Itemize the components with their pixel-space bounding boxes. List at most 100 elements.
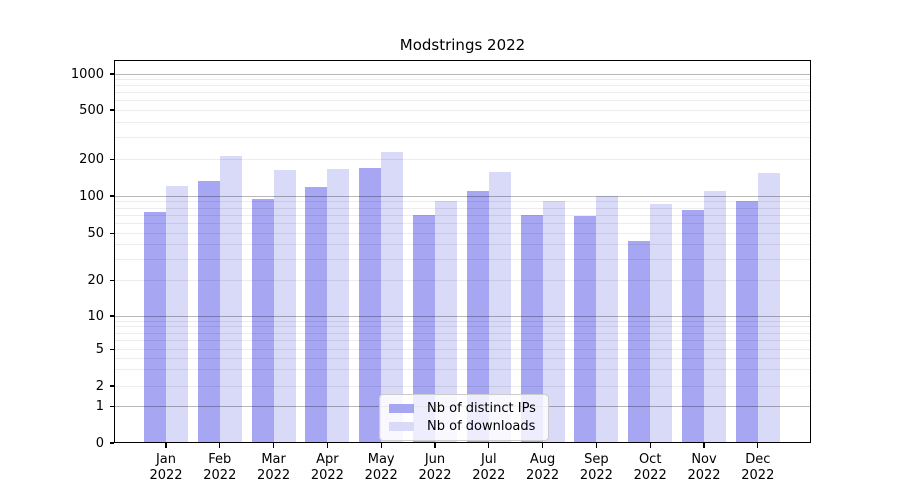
gridline-minor-20: [114, 280, 811, 281]
y-tick-mark-1: [109, 405, 114, 408]
y-axis-line: [114, 60, 116, 443]
x-tick-mark-nov: [703, 443, 705, 448]
gridline-minor-70: [114, 214, 811, 216]
gridline-minor-3: [114, 369, 811, 371]
bar-nb-of-distinct-ips-oct: [628, 241, 651, 442]
y-tick-label-5: 5: [95, 342, 104, 357]
x-tick-mark-jun: [434, 443, 436, 448]
x-tick-mark-oct: [649, 443, 651, 448]
y-tick-mark-0: [109, 442, 114, 444]
y-tick-mark-100: [109, 195, 114, 197]
gridline-minor-8: [114, 326, 811, 328]
gridline-minor-90: [114, 201, 811, 203]
gridline-minor-40: [114, 244, 811, 246]
y-tick-mark-500: [109, 109, 114, 111]
plot-border-top: [114, 60, 811, 62]
bar-nb-of-downloads-sep: [596, 196, 619, 442]
grid-layer: [114, 60, 811, 443]
y-tick-mark-20: [109, 279, 114, 282]
gridline-minor-6: [114, 340, 811, 342]
y-tick-mark-200: [109, 158, 114, 161]
y-tick-label-20: 20: [87, 273, 104, 288]
x-tick-label-jan: Jan 2022: [149, 452, 183, 483]
x-tick-mark-may: [380, 443, 382, 448]
gridline-minor-7: [114, 332, 811, 334]
y-tick-label-100: 100: [79, 188, 104, 204]
x-tick-label-nov: Nov 2022: [687, 452, 721, 483]
bar-nb-of-downloads-nov: [704, 190, 726, 442]
bar-nb-of-distinct-ips-aug: [520, 215, 543, 442]
x-tick-mark-jan: [165, 443, 167, 448]
spine-layer: [114, 60, 811, 443]
chart-title: Modstrings 2022: [399, 36, 526, 54]
x-tick-mark-mar: [273, 443, 275, 448]
y-tick-mark-5: [109, 348, 114, 351]
x-tick-mark-sep: [595, 443, 597, 448]
y-tick-mark-10: [109, 315, 114, 317]
gridline-minor-2: [114, 385, 811, 387]
y-tick-label-10: 10: [87, 308, 104, 324]
bar-nb-of-downloads-aug: [542, 200, 565, 442]
gridline-major-100: [114, 195, 811, 197]
gridline-minor-900: [114, 78, 811, 80]
gridline-minor-9: [114, 320, 811, 322]
x-tick-mark-feb: [219, 443, 221, 448]
y-tick-label-50: 50: [87, 226, 104, 241]
bar-nb-of-distinct-ips-may: [359, 168, 382, 442]
bar-nb-of-downloads-may: [381, 151, 404, 442]
legend-item-nb-of-distinct-ips: Nb of distinct IPs: [389, 401, 539, 416]
plot-border-right: [809, 60, 811, 443]
legend: Nb of distinct IPs Nb of downloads: [379, 394, 549, 441]
bar-nb-of-distinct-ips-jul: [466, 190, 489, 442]
y-tick-mark-50: [109, 232, 114, 235]
x-tick-label-oct: Oct 2022: [633, 452, 667, 483]
x-tick-mark-apr: [326, 443, 328, 448]
y-tick-label-2: 2: [95, 378, 104, 394]
gridline-minor-400: [114, 121, 811, 123]
y-tick-mark-1000: [109, 73, 114, 75]
x-tick-label-may: May 2022: [364, 452, 398, 483]
x-tick-mark-jul: [488, 443, 490, 448]
y-tick-label-1: 1: [95, 399, 104, 414]
x-tick-label-feb: Feb 2022: [203, 452, 237, 483]
x-axis-line: [114, 441, 811, 443]
plot-area: [114, 60, 811, 443]
x-tick-label-jul: Jul 2022: [472, 452, 506, 483]
gridline-minor-700: [114, 92, 811, 94]
bar-nb-of-distinct-ips-jun: [413, 215, 435, 442]
bar-nb-of-downloads-feb: [219, 155, 242, 442]
x-tick-mark-dec: [757, 443, 759, 448]
bar-nb-of-distinct-ips-feb: [197, 180, 220, 442]
y-tick-label-200: 200: [79, 152, 104, 167]
bar-nb-of-downloads-jun: [435, 201, 457, 442]
bar-nb-of-downloads-mar: [273, 169, 296, 442]
bars-layer: [114, 60, 811, 443]
gridline-minor-800: [114, 85, 811, 87]
bar-nb-of-distinct-ips-jan: [144, 211, 166, 442]
y-tick-label-0: 0: [95, 435, 104, 451]
x-tick-mark-aug: [542, 443, 544, 448]
y-tick-mark-2: [109, 385, 114, 387]
gridline-minor-4: [114, 357, 811, 359]
gridline-minor-200: [114, 159, 811, 160]
bar-nb-of-distinct-ips-mar: [251, 199, 274, 442]
legend-label-nb-of-downloads: Nb of downloads: [427, 419, 536, 434]
y-tick-label-500: 500: [79, 102, 104, 118]
legend-swatch-nb-of-downloads: [389, 422, 414, 431]
x-tick-label-mar: Mar 2022: [257, 452, 291, 483]
gridline-minor-60: [114, 223, 811, 225]
gridline-minor-80: [114, 207, 811, 209]
gridline-minor-30: [114, 259, 811, 261]
gridline-minor-500: [114, 109, 811, 111]
bar-nb-of-downloads-apr: [327, 168, 350, 442]
bar-nb-of-downloads-jul: [488, 171, 511, 442]
x-tick-label-aug: Aug 2022: [526, 452, 560, 483]
bar-nb-of-distinct-ips-nov: [682, 210, 704, 442]
bar-nb-of-downloads-dec: [757, 173, 780, 442]
gridline-minor-300: [114, 137, 811, 139]
gridline-minor-50: [114, 233, 811, 234]
x-tick-label-jun: Jun 2022: [418, 452, 452, 483]
y-tick-label-1000: 1000: [70, 66, 104, 82]
gridline-minor-5: [114, 349, 811, 350]
